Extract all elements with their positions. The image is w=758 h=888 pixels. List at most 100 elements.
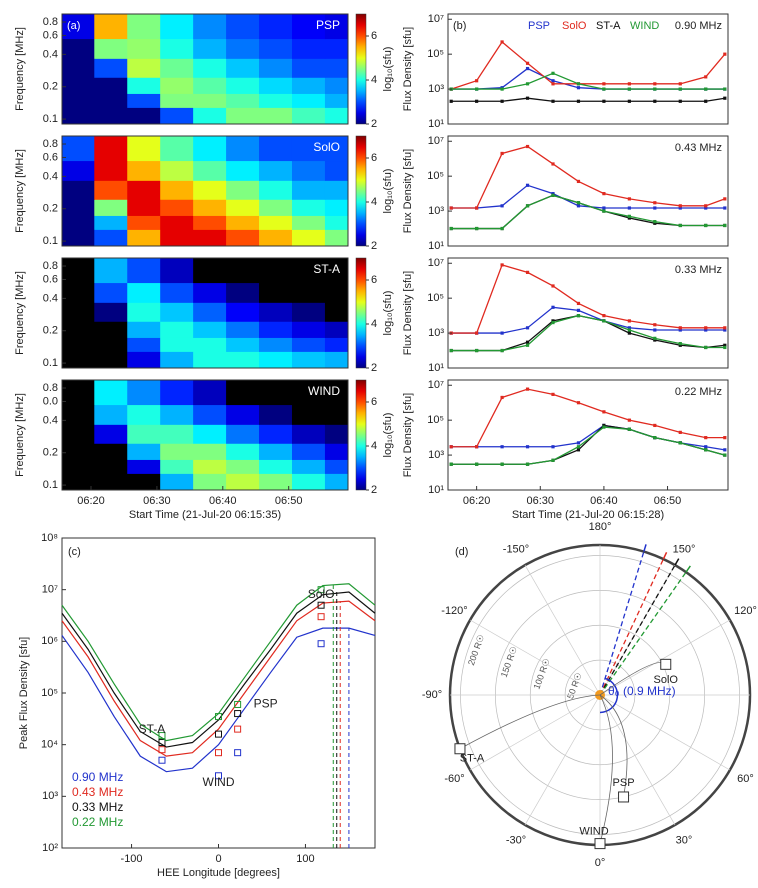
series-marker (627, 197, 631, 201)
heatmap-cell (226, 443, 260, 460)
heatmap-cell (291, 229, 326, 247)
series-marker (500, 348, 504, 353)
direction-tick (674, 558, 680, 566)
heatmap-cell (127, 229, 161, 247)
series-marker (576, 86, 581, 90)
heatmap-cell (160, 180, 194, 200)
heatmap-cell (94, 14, 128, 40)
heatmap-cell (94, 380, 128, 406)
series-marker (602, 425, 606, 429)
heatmap-cell (62, 199, 95, 216)
heatmap-cell (94, 160, 128, 181)
series-marker (678, 441, 682, 445)
colorbar (355, 13, 367, 125)
heatmap-cell (160, 38, 194, 59)
direction-tick (643, 544, 647, 552)
data-point (234, 700, 242, 708)
heatmap-cell (259, 321, 293, 338)
series-marker (653, 87, 657, 91)
heatmap-cell (259, 93, 293, 108)
series-marker (723, 87, 727, 91)
heatmap-cell (226, 351, 260, 369)
series-line (451, 306, 725, 334)
legend-entry: ST-A (596, 20, 621, 32)
fit-curve (61, 627, 376, 773)
series-marker (627, 82, 631, 86)
heatmap-cell (127, 380, 161, 406)
heatmap-cell (324, 424, 349, 444)
heatmap-cell (259, 380, 293, 406)
series-marker (704, 204, 708, 208)
heatmap-cell (127, 473, 161, 491)
series-marker (551, 320, 555, 325)
panel-title: WIND (308, 384, 340, 398)
heatmap-cell (62, 321, 95, 338)
spiral (459, 694, 601, 750)
heatmap-cell (226, 258, 260, 284)
series-marker (525, 387, 530, 391)
series-marker (449, 226, 453, 231)
heatmap-cell (324, 107, 349, 125)
series-marker (449, 206, 453, 210)
heatmap-cell (291, 58, 326, 78)
angle-label: 30° (676, 834, 693, 846)
heatmap-cell (193, 180, 227, 200)
heatmap-cell (324, 77, 349, 94)
heatmap-cell (94, 136, 128, 162)
data-point (317, 601, 325, 609)
series-marker (627, 427, 631, 431)
series-marker (602, 192, 606, 196)
angle-arc (599, 677, 619, 714)
x-tick-label: 06:20 (463, 495, 491, 507)
series-marker (576, 99, 581, 103)
y-axis-label: Frequency [MHz] (14, 149, 26, 233)
data-point (234, 725, 242, 733)
heatmap-cell (94, 443, 128, 460)
series-marker (704, 223, 708, 228)
series-marker (525, 340, 530, 344)
heatmap-cell (291, 473, 326, 491)
y-tick-label: 0.6 (43, 151, 58, 163)
heatmap-cell (94, 58, 128, 78)
heatmap-cell (94, 107, 128, 125)
panel-title: SolO (313, 140, 340, 154)
y-tick-label: 10¹ (428, 240, 444, 252)
heatmap-cell (324, 199, 349, 216)
series-line (451, 97, 725, 102)
legend-entry: 0.43 MHz (72, 785, 123, 799)
spacecraft-label: WIND (579, 826, 608, 838)
colorbar-label: log₁₀(sfu) (382, 47, 394, 92)
heatmap-cell (127, 282, 161, 303)
heatmap-cell (259, 443, 293, 460)
heatmap-cell (291, 14, 326, 40)
heatmap-cell (259, 58, 293, 78)
spacecraft-label: ST-A (139, 722, 166, 736)
x-tick-label: 06:40 (209, 495, 237, 507)
radial-label: 200 R☉ (466, 633, 486, 667)
series-marker (723, 436, 727, 440)
series-marker (653, 99, 657, 103)
series-marker (723, 206, 727, 210)
series-marker (704, 328, 708, 332)
x-tick-label: 06:40 (590, 495, 618, 507)
series-marker (678, 343, 682, 347)
y-tick-label: 10⁵ (427, 170, 444, 182)
heatmap-cell (127, 302, 161, 322)
y-tick-label: 0.4 (43, 48, 58, 60)
heatmap-cell (324, 404, 349, 425)
data-point (234, 710, 242, 718)
heatmap-cell (291, 215, 326, 230)
frequency-label: 0.22 MHz (675, 386, 722, 398)
heatmap-cell (324, 215, 349, 230)
heatmap-cell (291, 77, 326, 94)
y-tick-label: 10⁷ (428, 379, 444, 391)
heatmap-cell (94, 351, 128, 369)
radial-label: 100 R☉ (532, 657, 552, 691)
y-axis-label: Flux Density [sfu] (402, 27, 414, 111)
spacecraft-label: PSP (613, 777, 635, 789)
heatmap-cell (193, 107, 227, 125)
y-tick-label: 10⁵ (427, 414, 444, 426)
heatmap-cell (193, 282, 227, 303)
series-line (451, 264, 725, 334)
